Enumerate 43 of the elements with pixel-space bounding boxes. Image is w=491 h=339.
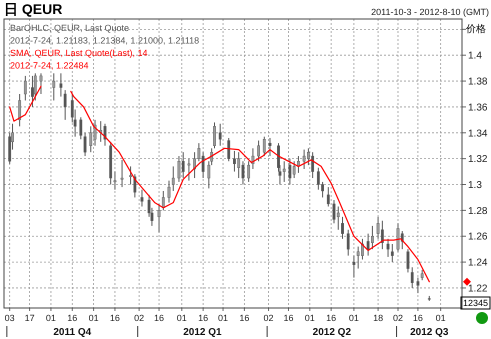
text: 2011 Q4 <box>53 327 92 338</box>
x-tick-label: 01 <box>348 313 359 323</box>
x-tick-label: 02 <box>392 313 403 323</box>
y-tick-label: 1.36 <box>468 102 488 114</box>
text: SMA, QEUR, Last Quote(Last), 14 <box>10 48 148 58</box>
x-tick-label: 02 <box>134 313 144 323</box>
y-tick-label: 1.28 <box>468 206 488 217</box>
x-tick-label: 16 <box>154 313 164 323</box>
chart-subtitle: 2011-10-3 - 2012-8-10 (GMT) <box>371 7 489 17</box>
y-tick-label: 1.26 <box>468 232 488 243</box>
y-tick-label: 1.32 <box>468 154 488 166</box>
x-tick-label: 16 <box>198 313 208 323</box>
y-tick-label: 1.4 <box>468 50 482 62</box>
y-tick-label: 1.38 <box>468 76 488 88</box>
text: 12345 <box>462 298 488 308</box>
annotation: 2012-7-24, 1.22484 <box>10 60 89 70</box>
x-tick-label: 01 <box>436 313 446 323</box>
text: BarOHLC, QEUR, Last Quote <box>10 23 130 33</box>
text: 2012 Q1 <box>183 327 222 338</box>
y-tick-label: 1.3 <box>468 180 482 192</box>
x-tick-label: 16 <box>239 313 250 323</box>
annotation: 2012-7-24, 1.21183, 1.21384, 1.21000, 1.21118 <box>10 36 200 46</box>
x-tick-label: 01 <box>176 313 187 323</box>
y-tick-label: 1.24 <box>468 258 488 269</box>
x-tick-label: 16 <box>326 313 336 323</box>
text: 2012 Q2 <box>312 327 352 338</box>
x-tick-label: 02 <box>264 313 274 323</box>
x-tick-label: 17 <box>24 313 35 323</box>
x-tick-label: 01 <box>46 313 56 323</box>
x-tick-label: 16 <box>67 313 78 323</box>
chart-title: 日 QEUR <box>4 1 62 17</box>
y-tick-label: 1.34 <box>468 128 488 140</box>
x-tick-label: 16 <box>412 313 423 323</box>
x-tick-label: 01 <box>88 313 99 323</box>
y-tick-label: 1.22 <box>468 283 488 294</box>
x-tick-label: 18 <box>373 313 384 323</box>
x-tick-label: 01 <box>218 313 228 323</box>
x-tick-label: 03 <box>4 313 15 323</box>
y-axis-title: 价格 <box>465 23 486 35</box>
x-tick-label: 01 <box>304 313 315 323</box>
x-tick-label: 16 <box>283 313 294 323</box>
text: 2012 Q3 <box>410 327 449 338</box>
x-tick-label: 16 <box>110 313 120 323</box>
